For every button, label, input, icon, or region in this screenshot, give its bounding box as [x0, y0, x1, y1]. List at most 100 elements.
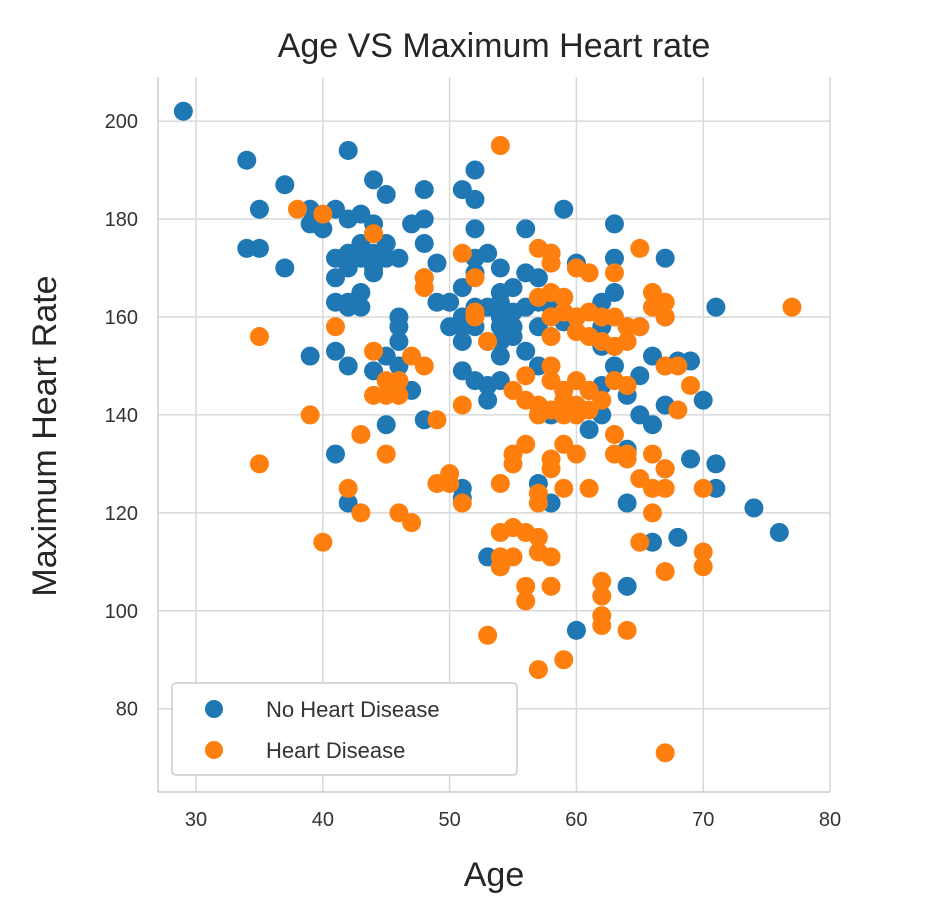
- point-heart-disease: [338, 478, 358, 498]
- point-no-heart-disease: [604, 356, 624, 376]
- legend-label-no-heart-disease: No Heart Disease: [266, 697, 440, 722]
- y-tick-label: 160: [105, 307, 138, 329]
- point-no-heart-disease: [275, 258, 295, 278]
- point-heart-disease: [528, 660, 548, 680]
- point-heart-disease: [528, 527, 548, 547]
- point-heart-disease: [617, 331, 637, 351]
- point-heart-disease: [782, 297, 802, 317]
- point-heart-disease: [579, 478, 599, 498]
- x-tick-label: 70: [692, 809, 714, 831]
- point-no-heart-disease: [249, 199, 269, 219]
- point-heart-disease: [681, 376, 701, 396]
- point-no-heart-disease: [503, 317, 523, 337]
- point-heart-disease: [452, 493, 472, 513]
- point-no-heart-disease: [173, 101, 193, 121]
- point-no-heart-disease: [326, 444, 346, 464]
- point-no-heart-disease: [351, 297, 371, 317]
- point-no-heart-disease: [617, 493, 637, 513]
- point-no-heart-disease: [617, 576, 637, 596]
- x-tick-label: 60: [565, 809, 587, 831]
- point-no-heart-disease: [668, 527, 688, 547]
- point-heart-disease: [364, 341, 384, 361]
- point-heart-disease: [516, 591, 536, 611]
- point-heart-disease: [478, 625, 498, 645]
- point-no-heart-disease: [465, 160, 485, 180]
- point-no-heart-disease: [440, 292, 460, 312]
- y-tick-label: 100: [105, 601, 138, 623]
- point-no-heart-disease: [237, 150, 257, 170]
- point-heart-disease: [630, 317, 650, 337]
- point-heart-disease: [516, 366, 536, 386]
- legend-marker-heart-disease: [205, 741, 223, 759]
- point-heart-disease: [326, 317, 346, 337]
- point-heart-disease: [592, 390, 612, 410]
- point-heart-disease: [642, 444, 662, 464]
- point-no-heart-disease: [478, 390, 498, 410]
- point-no-heart-disease: [389, 331, 409, 351]
- point-heart-disease: [541, 547, 561, 567]
- point-heart-disease: [630, 238, 650, 258]
- point-heart-disease: [490, 473, 510, 493]
- point-no-heart-disease: [706, 297, 726, 317]
- point-no-heart-disease: [338, 356, 358, 376]
- point-no-heart-disease: [364, 170, 384, 190]
- point-heart-disease: [617, 620, 637, 640]
- point-heart-disease: [617, 449, 637, 469]
- point-heart-disease: [364, 224, 384, 244]
- point-heart-disease: [579, 263, 599, 283]
- point-heart-disease: [541, 253, 561, 273]
- point-no-heart-disease: [376, 185, 396, 205]
- point-heart-disease: [465, 268, 485, 288]
- point-heart-disease: [249, 454, 269, 474]
- point-no-heart-disease: [490, 346, 510, 366]
- point-no-heart-disease: [566, 620, 586, 640]
- legend: No Heart Disease Heart Disease: [171, 682, 518, 776]
- point-heart-disease: [554, 650, 574, 670]
- point-no-heart-disease: [351, 282, 371, 302]
- point-no-heart-disease: [414, 209, 434, 229]
- y-tick-label: 140: [105, 405, 138, 427]
- point-no-heart-disease: [452, 331, 472, 351]
- x-tick-label: 40: [312, 809, 334, 831]
- point-no-heart-disease: [376, 415, 396, 435]
- point-heart-disease: [604, 425, 624, 444]
- point-heart-disease: [668, 356, 688, 376]
- point-no-heart-disease: [389, 248, 409, 268]
- point-no-heart-disease: [275, 175, 295, 195]
- point-no-heart-disease: [604, 282, 624, 302]
- point-no-heart-disease: [465, 189, 485, 209]
- point-heart-disease: [516, 576, 536, 596]
- x-tick-label: 30: [185, 809, 207, 831]
- point-no-heart-disease: [744, 498, 764, 518]
- point-heart-disease: [440, 473, 460, 493]
- point-heart-disease: [541, 356, 561, 376]
- point-heart-disease: [541, 459, 561, 479]
- point-no-heart-disease: [313, 219, 333, 239]
- y-tick-label: 180: [105, 209, 138, 231]
- point-no-heart-disease: [490, 258, 510, 278]
- legend-label-heart-disease: Heart Disease: [266, 738, 405, 763]
- point-heart-disease: [630, 532, 650, 552]
- point-heart-disease: [516, 434, 536, 454]
- point-heart-disease: [503, 547, 523, 567]
- point-heart-disease: [592, 586, 612, 606]
- point-heart-disease: [554, 287, 574, 307]
- grid-layer: [158, 77, 831, 792]
- point-heart-disease: [389, 371, 409, 391]
- point-heart-disease: [655, 459, 675, 479]
- point-heart-disease: [604, 263, 624, 283]
- point-heart-disease: [554, 478, 574, 498]
- ticks-layer: 30 40 50 60 70 80 80 100 120 140 160 180 200: [105, 111, 842, 831]
- point-heart-disease: [655, 478, 675, 498]
- point-heart-disease: [478, 331, 498, 351]
- point-heart-disease: [414, 356, 434, 376]
- point-heart-disease: [503, 454, 523, 474]
- point-heart-disease: [693, 557, 713, 577]
- point-heart-disease: [693, 542, 713, 562]
- point-heart-disease: [528, 493, 548, 513]
- point-no-heart-disease: [693, 390, 713, 410]
- points-layer: [173, 101, 802, 763]
